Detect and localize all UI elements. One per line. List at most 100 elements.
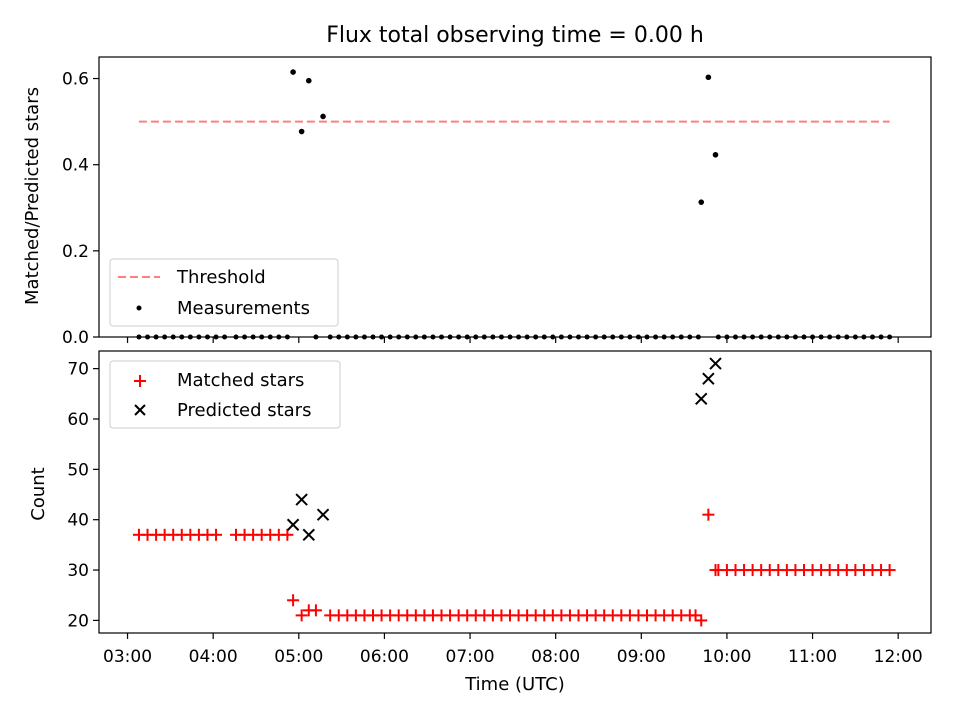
measurement-point [593,334,599,340]
measurement-point [661,334,667,340]
measurement-point [396,334,402,340]
predicted-marker-b [302,528,315,542]
measurement-point [179,334,185,340]
measurement-point [430,334,436,340]
measurement-point [170,334,176,340]
measurement-point [305,77,312,84]
measurement-point [162,334,168,340]
bottom-xtick-label: 11:00 [788,647,837,667]
measurement-point [784,334,790,340]
measurement-point [250,334,256,340]
predicted-stars-marker [702,372,715,385]
measurement-point [835,334,841,340]
matched-stars-marker [287,594,300,607]
measurement-point [439,334,445,340]
measurement-point [576,334,582,340]
measurement-point [145,334,151,340]
measurement-point [421,334,427,340]
matched-stars-marker [702,508,715,521]
measurement-point [550,334,556,340]
legend-measurements-label: Measurements [177,298,310,319]
measurement-point [801,334,807,340]
bottom-xtick-label: 03:00 [103,647,152,667]
predicted-marker-b [295,493,308,506]
measurement-point [818,334,824,340]
measurement-point [187,334,193,340]
top-legend: Threshold Measurements [109,258,339,327]
bottom-ytick-label: 60 [67,410,89,430]
top-ytick-label: 0.0 [62,328,89,348]
matched-stars-marker [695,614,708,627]
predicted-stars-marker [286,518,300,531]
top-plot-area: 0.0 0.2 0.4 0.6 [62,56,932,348]
measurement-point [361,334,367,340]
bottom-plot-area: 20 30 40 50 60 70 03:00 04:00 05:00 06:00 07:00 08:… [67,350,932,667]
measurement-point [878,334,884,340]
bottom-ytick-label: 70 [67,360,89,380]
legend-matched-swatch [134,375,146,387]
measurement-point [584,334,590,340]
measurement-point [259,334,265,340]
measurement-point [290,69,296,75]
matched-stars-marker [281,528,294,541]
measurement-point [732,334,738,340]
measurement-point [810,334,816,340]
measurement-point [516,334,522,340]
measurement-point [498,334,504,340]
measurement-point [456,334,462,340]
bottom-ytick-label: 40 [67,511,89,531]
measurement-point [750,334,756,340]
measurement-point [627,334,633,340]
measurement-point [558,334,564,340]
bottom-ytick-label: 30 [67,561,89,581]
measurement-point [196,334,202,340]
top-ytick-label: 0.2 [62,242,89,262]
measurement-point [695,334,701,340]
predicted-stars-marker [316,508,330,521]
measurement-point [353,334,359,340]
measurement-point [320,113,326,120]
measurement-point [284,334,290,340]
measurement-point [404,334,410,340]
measurement-point [861,334,867,340]
measurement-point [869,334,875,340]
measurement-point [507,334,513,340]
measurement-point [267,334,273,340]
top-ytick-label: 0.4 [62,156,89,176]
bottom-xtick-label: 12:00 [874,647,923,667]
measurement-point [775,334,781,340]
legend-predicted-label: Predicted stars [177,400,311,421]
measurement-point [541,334,547,340]
x-axis-label: Time (UTC) [464,674,565,695]
bottom-xtick-label: 09:00 [617,647,666,667]
legend-matched-label: Matched stars [177,370,304,391]
bottom-xtick-label: 06:00 [360,647,409,667]
measurement-point [724,334,730,340]
top-y-axis-label: Matched/Predicted stars [22,87,43,305]
measurement-point [136,334,142,340]
measurement-point [413,334,419,340]
measurement-point [644,334,650,340]
measurement-point [242,334,248,340]
measurement-point [887,334,893,340]
measurement-point [715,334,721,340]
predicted-marker-b [709,357,722,370]
bottom-xtick-label: 10:00 [702,647,751,667]
chart-title: Flux total observing time = 0.00 h [326,23,704,48]
measurement-point [712,151,719,158]
measurement-point [447,334,453,340]
matched-stars-marker [210,528,223,541]
measurement-point [687,334,693,340]
measurement-point [741,334,747,340]
measurement-point [524,334,530,340]
measurement-point [204,334,210,340]
measurement-point [610,334,616,340]
predicted-marker-b [316,508,330,521]
matched-stars-marker [295,609,308,622]
measurement-point [653,334,659,340]
bottom-xtick-label: 04:00 [189,647,238,667]
bottom-y-axis-label: Count [28,467,49,520]
bottom-xtick-label: 05:00 [274,647,323,667]
measurement-point [464,334,470,340]
measurement-point [490,334,496,340]
